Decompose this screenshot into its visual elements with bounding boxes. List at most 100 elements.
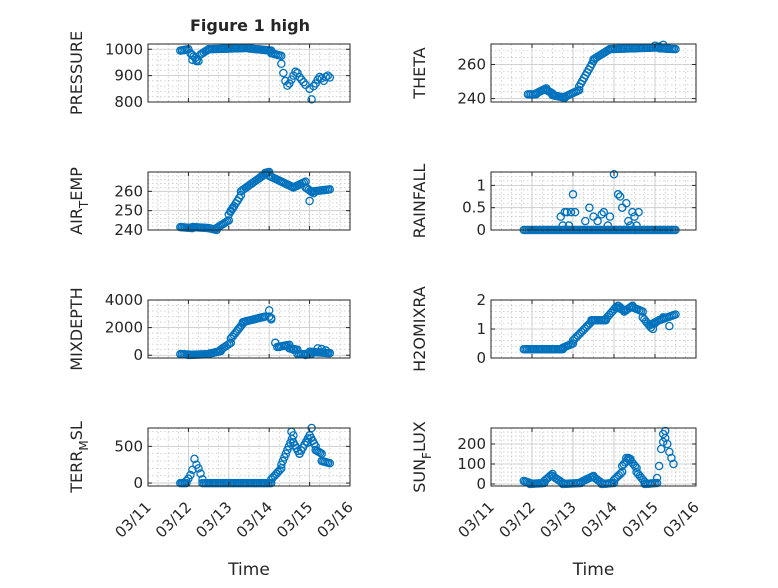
data-point — [295, 72, 304, 82]
y-tick-label: 200 — [457, 435, 486, 453]
x-tick-label: 03/12 — [152, 498, 195, 541]
data-point — [325, 73, 335, 82]
data-point — [309, 81, 318, 91]
data-point — [624, 216, 633, 226]
y-axis-label: RAINFALL — [410, 164, 429, 239]
data-point — [182, 476, 191, 486]
subplot-1: 800 900 1000 PRESSURE — [67, 31, 351, 115]
data-point — [323, 71, 333, 80]
x-tick-label: 03/14 — [578, 498, 621, 541]
data-point — [307, 95, 316, 104]
y-axis-label-main: H2OMIXRA — [410, 286, 429, 372]
x-tick-label: 03/15 — [619, 498, 662, 541]
data-point — [652, 473, 662, 483]
data-point — [283, 81, 292, 90]
data-point — [581, 216, 590, 226]
y-axis-label-tail: LUX — [410, 421, 429, 452]
data-point — [658, 437, 668, 447]
data-point — [325, 185, 335, 194]
y-tick-label: 0 — [476, 221, 486, 239]
subplot-4: 0 0.5 1 RAINFALL — [410, 164, 697, 239]
x-tick-label: 03/12 — [496, 498, 539, 541]
data-point — [562, 207, 572, 217]
data-point — [321, 346, 331, 355]
data-point — [224, 216, 234, 225]
data-point — [303, 438, 312, 447]
y-axis-label-subscript: M — [77, 440, 91, 450]
data-point — [650, 41, 660, 50]
axes-outline — [147, 171, 351, 231]
data-point — [616, 469, 625, 478]
y-tick-label: 4000 — [105, 291, 143, 309]
y-axis-label-main: RAINFALL — [410, 164, 429, 239]
data-point — [661, 433, 670, 443]
data-point — [228, 203, 238, 213]
x-tick-label: 03/13 — [192, 498, 235, 541]
data-point — [281, 341, 290, 350]
y-tick-label: 800 — [114, 93, 143, 111]
data-point — [313, 344, 322, 353]
y-tick-label: 260 — [457, 55, 486, 73]
data-point — [305, 196, 314, 206]
data-point — [266, 315, 276, 324]
data-point — [671, 310, 680, 319]
data-point — [266, 478, 276, 488]
x-tick-label: 03/11 — [112, 498, 155, 541]
y-axis-label-tail: EMP — [67, 167, 86, 201]
x-tick-label: 03/16 — [660, 498, 703, 541]
subplot-6: 0 1 2 H2OMIXRA — [410, 286, 697, 372]
y-axis-label: MIXDEPTH — [67, 287, 86, 370]
data-point — [615, 302, 625, 312]
axes-outline — [147, 299, 351, 359]
axes-outline — [490, 427, 697, 487]
data-point — [658, 313, 668, 322]
data-point — [321, 72, 331, 82]
y-tick-label: 0.5 — [462, 199, 486, 217]
y-tick-label: 240 — [457, 90, 486, 108]
y-tick-label: 1000 — [105, 40, 143, 58]
data-point — [669, 459, 678, 469]
data-point — [198, 475, 207, 484]
data-point — [285, 79, 294, 88]
data-point — [192, 56, 201, 66]
data-point — [289, 345, 298, 354]
data-point — [299, 77, 308, 87]
data-point — [226, 338, 236, 348]
y-axis-label: PRESSURE — [67, 31, 86, 115]
y-tick-label: 260 — [114, 182, 143, 200]
data-point — [609, 169, 619, 179]
data-point — [279, 68, 288, 78]
y-tick-label: 0 — [133, 346, 143, 364]
data-point — [638, 307, 647, 316]
y-tick-label: 900 — [114, 67, 143, 85]
data-point — [593, 216, 602, 226]
data-point — [194, 464, 203, 473]
data-point — [188, 55, 197, 65]
axes-outline — [490, 299, 697, 359]
data-point — [658, 40, 668, 50]
data-point — [617, 467, 627, 477]
data-point — [652, 478, 662, 488]
y-axis-label: H2OMIXRA — [410, 286, 429, 372]
x-tick-label: 03/15 — [273, 498, 316, 541]
axes-outline — [147, 427, 351, 487]
data-point — [665, 321, 674, 331]
data-point — [626, 221, 635, 230]
data-point — [325, 458, 335, 468]
data-point — [605, 212, 615, 221]
x-tick-label: 03/14 — [233, 498, 276, 541]
y-axis-label-main: THETA — [410, 47, 429, 99]
subplot-5: 0 2000 4000 MIXDEPTH — [67, 287, 351, 371]
y-axis-label-main: AIR — [67, 208, 86, 235]
data-point — [650, 318, 660, 328]
y-tick-label: 500 — [114, 437, 143, 455]
data-point — [186, 470, 195, 480]
data-point — [615, 192, 625, 201]
y-tick-label: 1 — [476, 320, 486, 338]
x-axis-label: Time — [227, 560, 270, 580]
data-point — [648, 324, 658, 334]
